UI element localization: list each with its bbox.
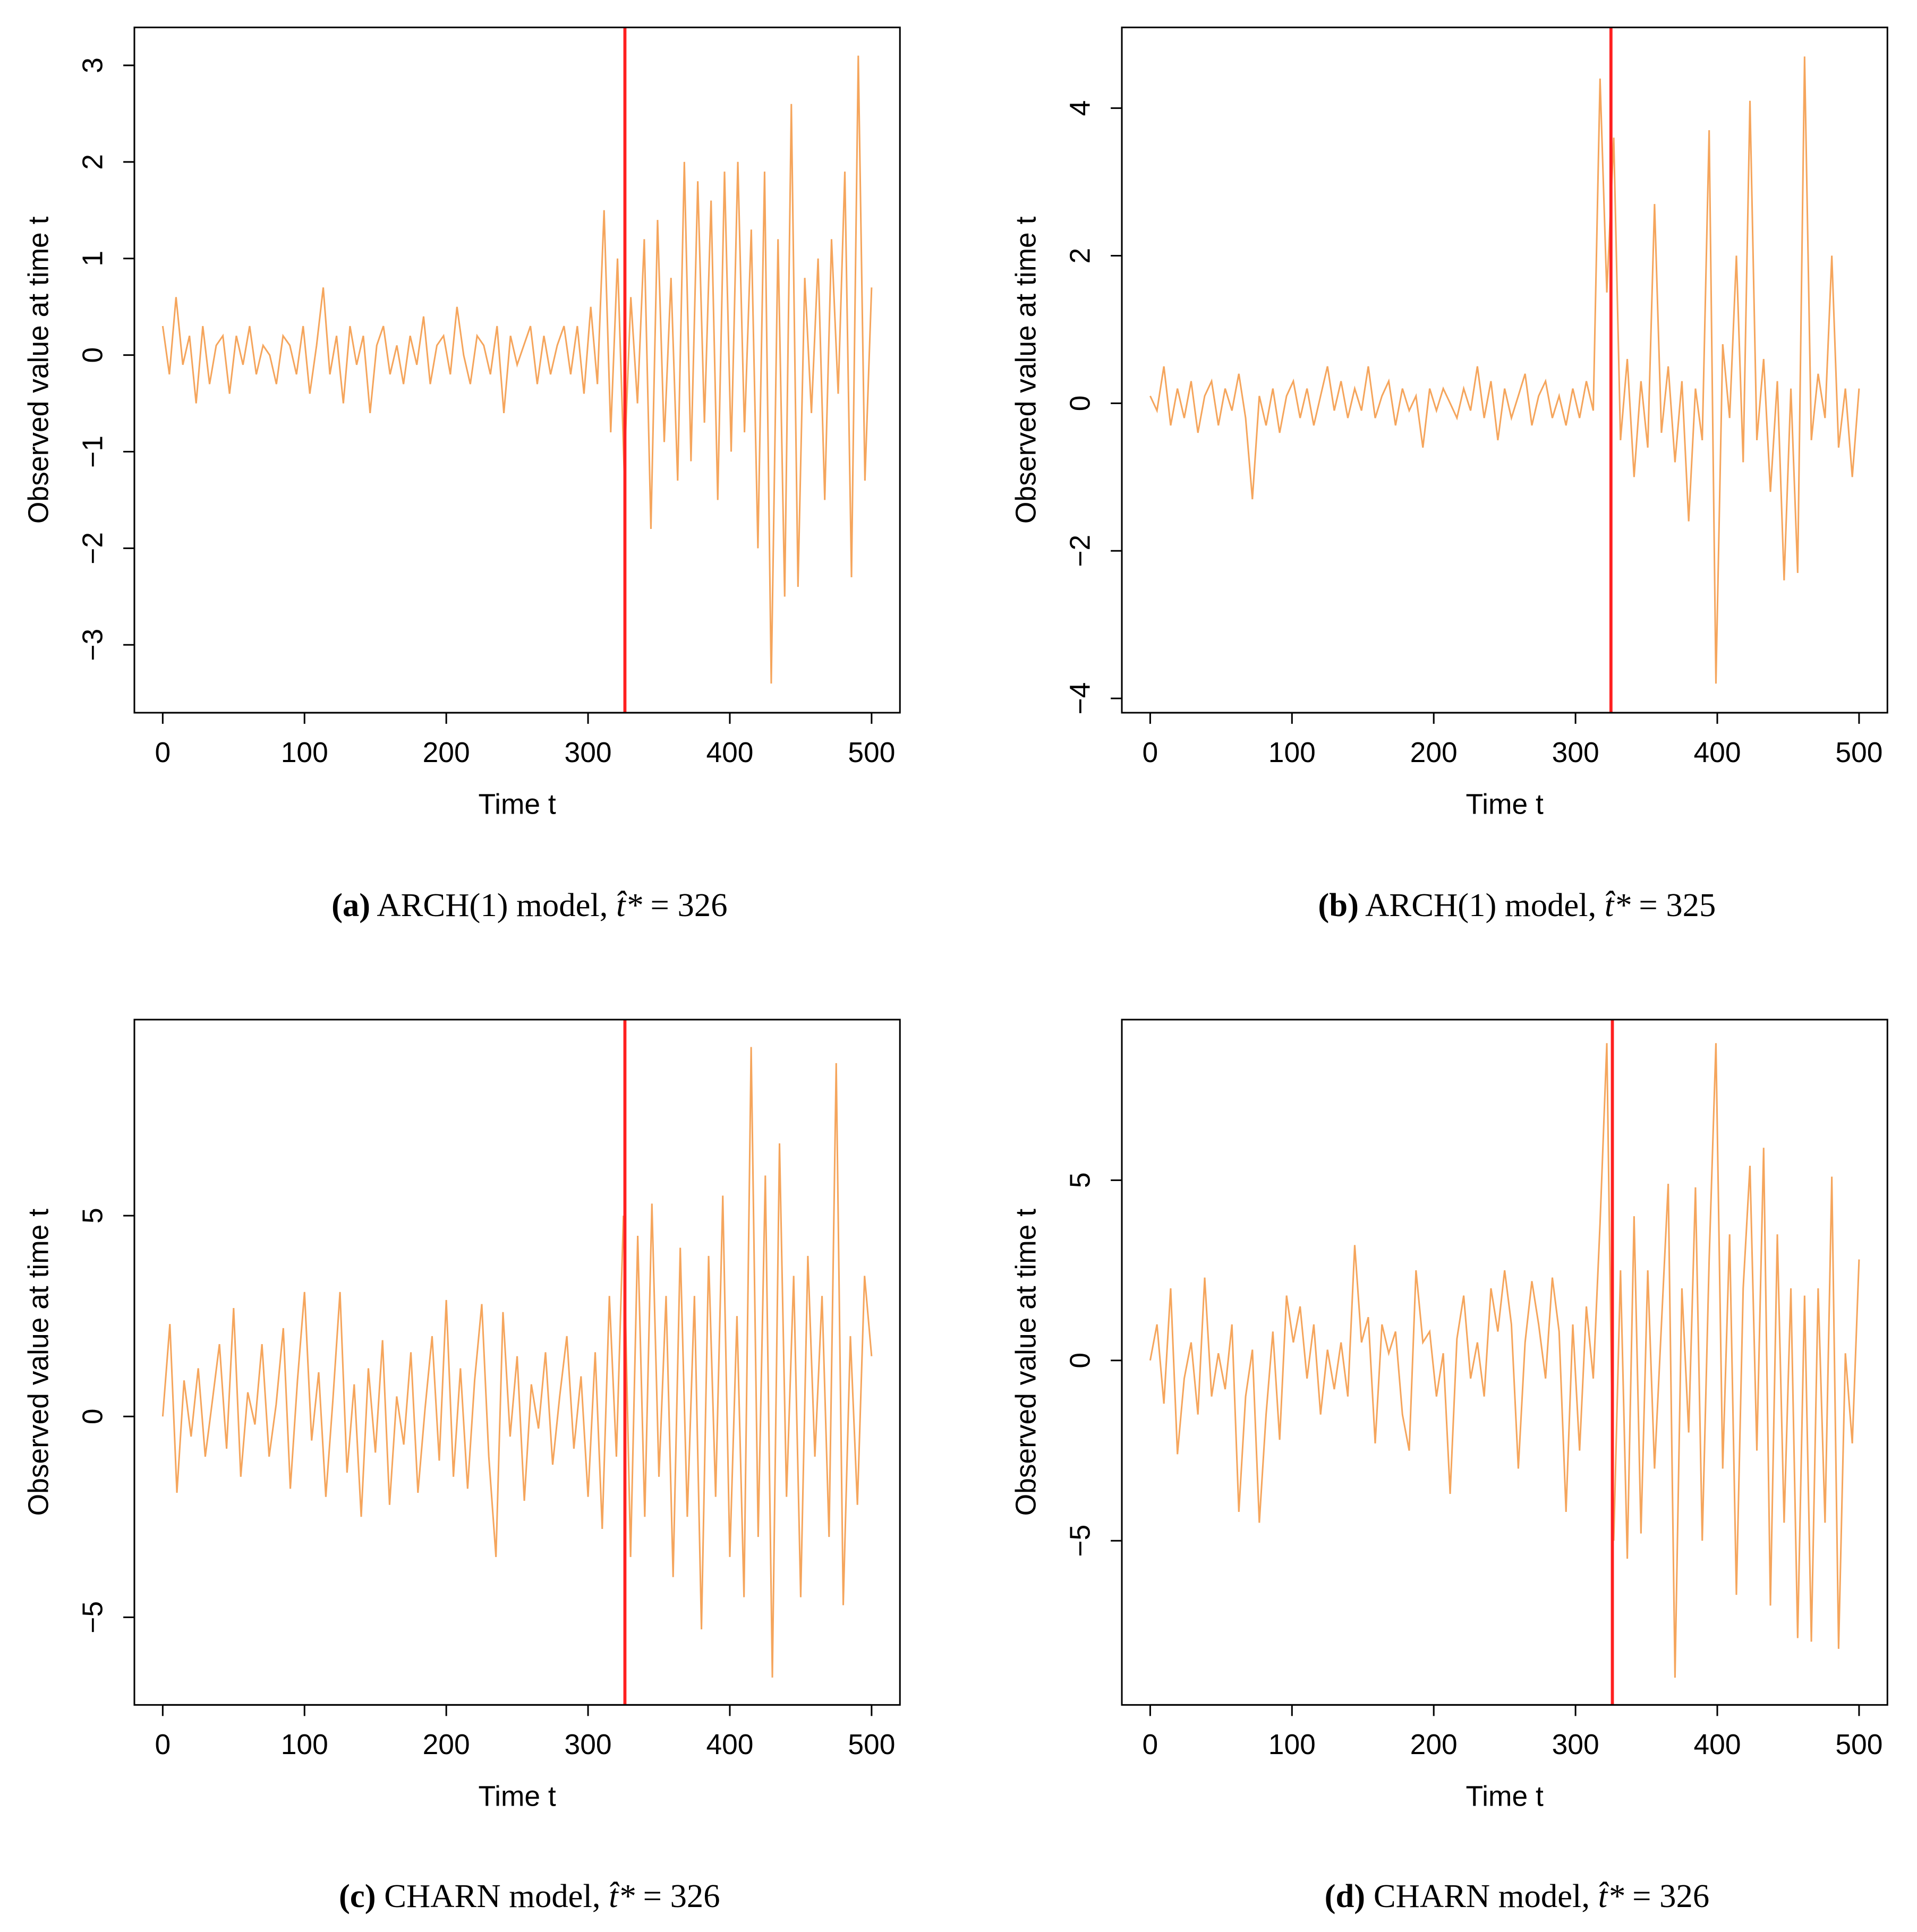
x-tick-label: 200 bbox=[1410, 737, 1458, 768]
x-tick-label: 300 bbox=[565, 737, 612, 768]
y-axis: −5 0 5 Observed value at time t bbox=[23, 1208, 135, 1634]
series-line bbox=[161, 55, 873, 684]
y-axis: −4 −2 0 2 4 Observed value at time t bbox=[1011, 100, 1123, 715]
caption-text: CHARN model, bbox=[376, 1877, 609, 1914]
y-tick-label: 4 bbox=[1065, 100, 1096, 116]
caption-value: = 325 bbox=[1631, 886, 1716, 924]
x-tick-label: 400 bbox=[1693, 1729, 1741, 1760]
y-axis: −5 0 5 Observed value at time t bbox=[1011, 1172, 1123, 1557]
x-tick-label: 200 bbox=[423, 1729, 470, 1760]
y-axis: −3 −2 −1 0 1 2 3 Observed value at time t bbox=[23, 57, 135, 661]
x-tick-label: 300 bbox=[565, 1729, 612, 1760]
y-tick-label: −5 bbox=[1065, 1525, 1096, 1557]
y-tick-label: −5 bbox=[78, 1601, 109, 1634]
caption-tag: (d) bbox=[1325, 1877, 1366, 1914]
caption: (c) CHARN model, t̂* = 326 bbox=[339, 1877, 720, 1914]
panel-c: 0 100 200 300 400 500 Time t −5 0 5 Observed value… bbox=[23, 1019, 901, 1914]
plot-frame bbox=[1121, 27, 1888, 714]
x-tick-label: 400 bbox=[706, 1729, 753, 1760]
x-tick-label: 200 bbox=[423, 737, 470, 768]
y-tick-label: −3 bbox=[78, 629, 109, 661]
x-tick-label: 500 bbox=[1835, 737, 1882, 768]
panel-b: 0 100 200 300 400 500 Time t −4 −2 0 2 4 Observed va… bbox=[1011, 27, 1888, 924]
x-axis-label: Time t bbox=[478, 1781, 556, 1813]
x-tick-label: 500 bbox=[848, 1729, 895, 1760]
y-tick-label: 2 bbox=[78, 154, 109, 170]
plot-frame bbox=[1121, 1019, 1888, 1706]
series-line bbox=[1149, 56, 1860, 684]
caption-symbol: t̂* bbox=[609, 1877, 635, 1914]
y-axis-label: Observed value at time t bbox=[1011, 1209, 1042, 1516]
x-axis-label: Time t bbox=[478, 789, 556, 820]
x-tick-label: 0 bbox=[155, 737, 171, 768]
caption-text: ARCH(1) model, bbox=[370, 886, 616, 924]
y-tick-label: −1 bbox=[78, 435, 109, 468]
y-tick-label: 0 bbox=[78, 347, 109, 363]
x-tick-label: 200 bbox=[1410, 1729, 1458, 1760]
y-tick-label: 3 bbox=[78, 57, 109, 73]
x-tick-label: 100 bbox=[1268, 737, 1316, 768]
panel-a: 0 100 200 300 400 500 Time t −3 −2 −1 0 1 2 3 Observed… bbox=[23, 27, 901, 924]
caption-value: = 326 bbox=[642, 886, 728, 924]
y-axis-label: Observed value at time t bbox=[23, 216, 55, 524]
x-axis: 0 100 200 300 400 500 Time t bbox=[1143, 1704, 1882, 1813]
y-tick-label: −2 bbox=[1065, 535, 1096, 567]
plot-frame bbox=[133, 27, 901, 714]
caption-value: = 326 bbox=[635, 1877, 720, 1914]
caption-value: = 326 bbox=[1624, 1877, 1710, 1914]
x-axis-label: Time t bbox=[1466, 789, 1544, 820]
x-tick-label: 400 bbox=[706, 737, 753, 768]
y-tick-label: −2 bbox=[78, 532, 109, 565]
caption-symbol: t̂* bbox=[616, 886, 642, 924]
series-line bbox=[161, 1047, 873, 1678]
y-tick-label: 0 bbox=[1065, 396, 1096, 412]
caption: (a) ARCH(1) model, t̂* = 326 bbox=[331, 886, 727, 924]
x-tick-label: 100 bbox=[1268, 1729, 1316, 1760]
y-tick-label: 0 bbox=[1065, 1353, 1096, 1369]
x-tick-label: 500 bbox=[848, 737, 895, 768]
panel-d: 0 100 200 300 400 500 Time t −5 0 5 Observed value… bbox=[1011, 1019, 1888, 1914]
y-axis-label: Observed value at time t bbox=[1011, 216, 1042, 524]
y-tick-label: 5 bbox=[1065, 1172, 1096, 1188]
x-tick-label: 0 bbox=[1143, 737, 1158, 768]
x-tick-label: 0 bbox=[155, 1729, 171, 1760]
x-tick-label: 300 bbox=[1552, 1729, 1599, 1760]
caption-text: ARCH(1) model, bbox=[1359, 886, 1605, 924]
x-tick-label: 100 bbox=[281, 1729, 328, 1760]
y-tick-label: 2 bbox=[1065, 248, 1096, 264]
caption: (d) CHARN model, t̂* = 326 bbox=[1325, 1877, 1710, 1914]
series-line bbox=[1149, 1043, 1860, 1678]
x-axis-label: Time t bbox=[1466, 1781, 1544, 1813]
y-tick-label: 5 bbox=[78, 1208, 109, 1224]
y-axis-label: Observed value at time t bbox=[23, 1209, 55, 1516]
caption-tag: (a) bbox=[331, 886, 370, 924]
x-axis: 0 100 200 300 400 500 Time t bbox=[155, 1704, 895, 1813]
x-tick-label: 100 bbox=[281, 737, 328, 768]
caption-tag: (c) bbox=[339, 1877, 376, 1914]
x-tick-label: 400 bbox=[1693, 737, 1741, 768]
caption-symbol: t̂* bbox=[1605, 886, 1631, 924]
x-tick-label: 500 bbox=[1835, 1729, 1882, 1760]
caption-tag: (b) bbox=[1318, 886, 1359, 924]
caption-symbol: t̂* bbox=[1598, 1877, 1624, 1914]
x-axis: 0 100 200 300 400 500 Time t bbox=[155, 712, 895, 820]
y-tick-label: 1 bbox=[78, 251, 109, 267]
y-tick-label: 0 bbox=[78, 1408, 109, 1424]
caption-text: CHARN model, bbox=[1365, 1877, 1598, 1914]
y-tick-label: −4 bbox=[1065, 682, 1096, 715]
x-tick-label: 0 bbox=[1143, 1729, 1158, 1760]
caption: (b) ARCH(1) model, t̂* = 325 bbox=[1318, 886, 1716, 924]
x-axis: 0 100 200 300 400 500 Time t bbox=[1143, 712, 1882, 820]
x-tick-label: 300 bbox=[1552, 737, 1599, 768]
